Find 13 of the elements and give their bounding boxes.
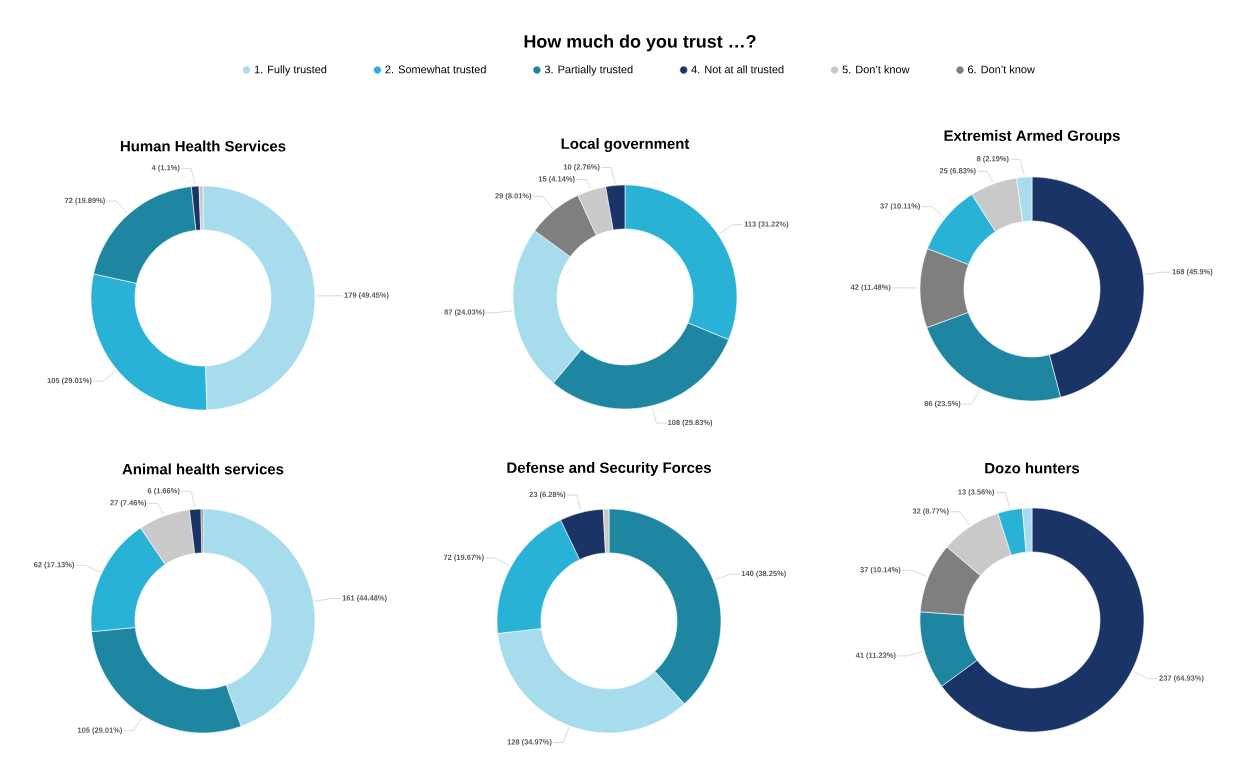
category-label: 5. Don’t know — [842, 65, 910, 74]
chart-title: Animal health services — [122, 463, 284, 475]
chart-title: Dozo hunters — [985, 462, 1080, 474]
chart-title: Human Health Services — [120, 140, 286, 152]
category-label: 3. Partially trusted — [544, 65, 633, 76]
category-label: 4. Not at all trusted — [691, 65, 784, 74]
chart-title: Defense and Security Forces — [507, 462, 711, 476]
text: How much do you trust …? — [524, 34, 756, 52]
category-label: 2. Somewhat trusted — [385, 65, 486, 74]
chart-title: Local government — [561, 137, 690, 152]
category-label: 1. Fully trusted — [254, 65, 327, 76]
category-label: 6. Don’t know — [968, 65, 1035, 74]
chart-title: Extremist Armed Groups — [944, 130, 1120, 144]
